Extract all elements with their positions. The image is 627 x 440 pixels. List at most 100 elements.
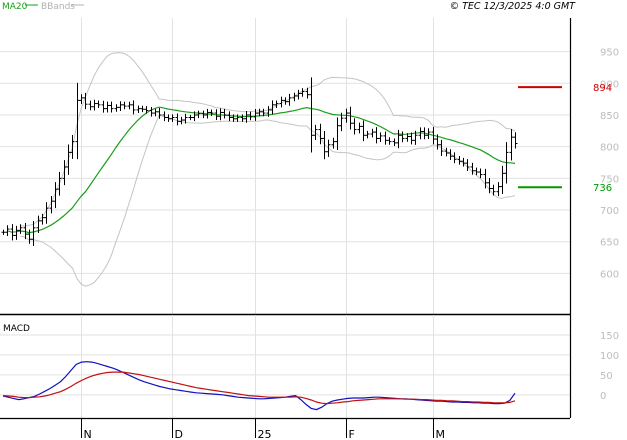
ohlc-bar	[244, 110, 249, 123]
ohlc-bar	[192, 111, 197, 122]
ohlc-bar	[365, 130, 370, 139]
ohlc-bar	[235, 114, 240, 122]
ohlc-bar	[448, 149, 453, 160]
ohlc-bar	[478, 168, 483, 179]
ohlc-bar	[474, 167, 479, 176]
ohlc-bar	[14, 225, 19, 240]
ohlc-bar	[66, 144, 71, 175]
level-label: 736	[593, 183, 612, 194]
macd-lines	[2, 361, 516, 411]
macd-title: MACD	[3, 324, 30, 334]
ohlc-bar	[122, 101, 127, 110]
ohlc-bar	[114, 104, 119, 112]
ohlc-bar	[344, 108, 349, 123]
ohlc-bar	[400, 131, 405, 143]
bollinger-bands	[20, 52, 516, 287]
ohlc-bar	[27, 229, 32, 244]
ohlc-bar	[136, 105, 141, 114]
ohlc-bar	[261, 108, 266, 117]
price-tick-label: 600	[600, 269, 619, 280]
ohlc-bar	[418, 127, 423, 140]
ohlc-bar	[513, 132, 518, 149]
ohlc-bar	[44, 202, 49, 224]
ohlc-bar	[5, 225, 10, 237]
ohlc-bar	[166, 114, 171, 122]
macd-tick-label: 100	[600, 351, 619, 362]
ohlc-bar	[409, 132, 414, 145]
level-label: 894	[593, 83, 612, 94]
ohlc-bar	[387, 137, 392, 145]
legend-bbands: BBands	[41, 2, 75, 12]
ohlc-bar	[322, 130, 327, 160]
macd-panel: MACD 150 100 50 0	[0, 315, 619, 418]
macd-grid	[0, 315, 570, 418]
ohlc-bar	[127, 101, 132, 110]
x-tick-label: M	[436, 428, 446, 440]
ohlc-bar	[331, 137, 336, 149]
ohlc-bar	[348, 106, 353, 130]
ohlc-bar	[457, 155, 462, 165]
bband-upper	[20, 52, 516, 227]
ohlc-bar	[426, 128, 431, 140]
ohlc-bar	[253, 109, 258, 121]
ohlc-bar	[157, 108, 162, 119]
ohlc-bar	[300, 88, 305, 97]
ohlc-bar	[422, 127, 427, 140]
ohlc-bar	[222, 108, 227, 119]
ohlc-bar	[279, 96, 284, 108]
ohlc-bar	[378, 132, 383, 143]
ohlc-bar	[444, 147, 449, 157]
ohlc-bar	[1, 229, 6, 235]
macd-series-line	[2, 361, 516, 411]
chart-header: MA20 BBands © TEC 12/3/2025 4:0 GMT	[2, 1, 576, 12]
ohlc-bar	[214, 109, 219, 121]
ohlc-bar	[274, 100, 279, 108]
ohlc-bar	[435, 134, 440, 150]
ohlc-bar	[461, 157, 466, 167]
ohlc-bar	[49, 196, 54, 214]
ohlc-bar	[370, 128, 375, 138]
ohlc-bar	[53, 182, 58, 209]
ohlc-bar	[201, 110, 206, 119]
ohlc-bar	[40, 213, 45, 225]
price-levels	[518, 86, 562, 189]
ohlc-bar	[483, 168, 488, 189]
ohlc-bar	[335, 117, 340, 150]
ohlc-bar	[209, 109, 214, 116]
ohlc-bar	[496, 182, 501, 197]
ohlc-bar	[465, 159, 470, 171]
x-tick-label: 25	[258, 428, 272, 440]
ma20-path	[7, 106, 516, 234]
ohlc-bar	[287, 93, 292, 106]
ohlc-bar	[392, 138, 397, 146]
macd-tick-label: 0	[600, 391, 606, 402]
price-tick-label: 700	[600, 206, 619, 217]
ohlc-bar	[75, 82, 80, 160]
price-tick-label: 800	[600, 143, 619, 154]
ohlc-bar	[36, 215, 41, 233]
ohlc-bar	[118, 101, 123, 111]
ohlc-bar	[374, 127, 379, 144]
ohlc-bar	[57, 171, 62, 196]
ohlc-bar	[383, 131, 388, 145]
ohlc-bar	[305, 87, 310, 99]
ohlc-bar	[10, 224, 15, 241]
ohlc-bar	[413, 130, 418, 145]
ohlc-bar	[257, 108, 262, 117]
ohlc-bar	[70, 135, 75, 159]
ohlc-bar	[109, 101, 114, 113]
ohlc-bar	[313, 124, 318, 140]
ohlc-bar	[88, 100, 93, 111]
ohlc-bar	[266, 106, 271, 117]
ohlc-bar	[79, 94, 84, 104]
x-tick-label: D	[175, 428, 183, 440]
ohlc-bar	[318, 123, 323, 145]
ohlc-bar	[500, 165, 505, 195]
ohlc-bar	[218, 108, 223, 121]
price-tick-label: 850	[600, 111, 619, 122]
ohlc-bar	[292, 92, 297, 102]
ohlc-bar	[439, 139, 444, 157]
ohlc-bar	[504, 142, 509, 184]
ohlc-bar	[491, 184, 496, 196]
